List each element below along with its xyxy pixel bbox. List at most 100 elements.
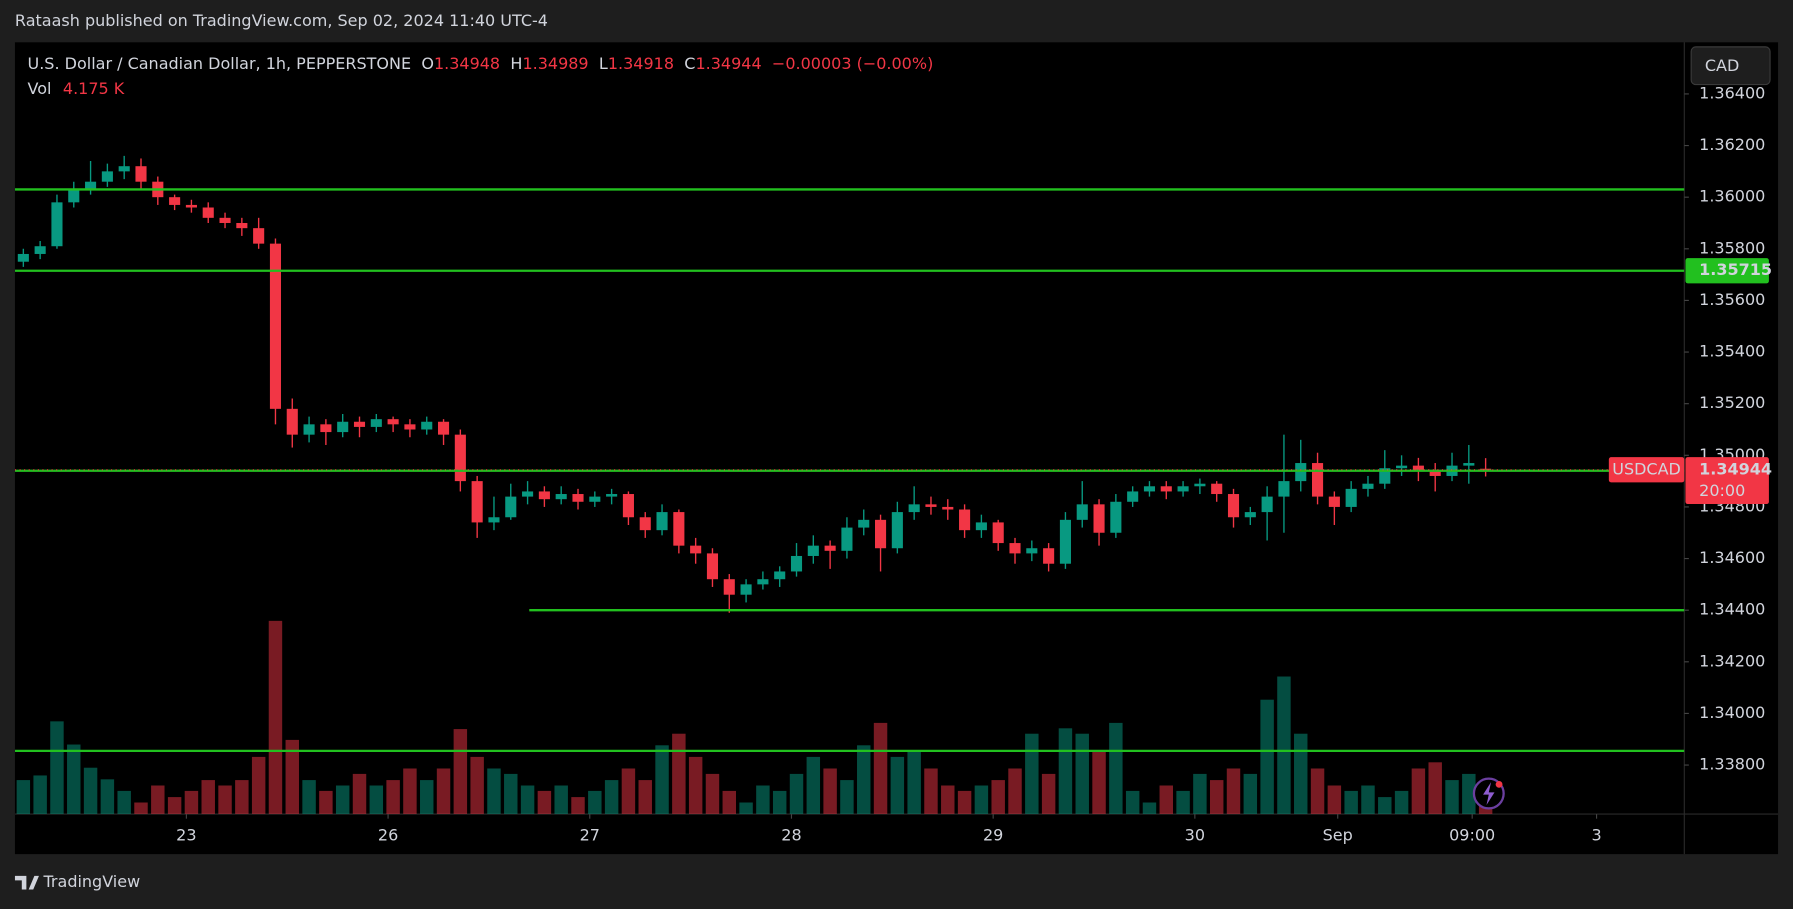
candle-body [1480, 468, 1492, 470]
candle-body [622, 494, 634, 518]
legend: U.S. Dollar / Canadian Dollar, 1h, PEPPE… [28, 54, 934, 73]
symbol-label: USDCAD [1612, 459, 1681, 478]
candle-body [1362, 483, 1374, 489]
last-price-box [1685, 457, 1769, 505]
x-tick-label: Sep [1323, 825, 1353, 844]
volume-bar [50, 721, 64, 815]
candle-body [841, 527, 853, 551]
legend-label: L [599, 54, 608, 73]
candle-body [1110, 501, 1122, 533]
candle-body [1463, 463, 1475, 466]
legend-value: 1.34948 [434, 54, 500, 73]
x-tick-label: 29 [983, 825, 1003, 844]
candle-body [1244, 512, 1256, 518]
volume-bar [772, 790, 787, 815]
candle-body [1429, 470, 1441, 476]
y-tick-label: 1.36400 [1699, 83, 1765, 102]
volume-bar [83, 767, 98, 815]
volume-bar [1193, 773, 1207, 815]
volume-bar [1125, 790, 1140, 815]
candle-body [1345, 488, 1357, 507]
candle-body [169, 197, 181, 205]
candle-body [1261, 496, 1273, 513]
volume-bar [688, 756, 703, 815]
candle-body [286, 408, 298, 435]
alert-dot [1495, 780, 1503, 788]
volume-bar [907, 751, 921, 815]
volume-bar [672, 733, 686, 815]
volume-bar [537, 790, 552, 815]
volume-bar [941, 785, 955, 815]
y-tick-label: 1.34600 [1699, 548, 1765, 567]
candle-body [1127, 491, 1139, 502]
x-tick-label: 27 [580, 825, 600, 844]
countdown-label: 20:00 [1699, 481, 1745, 500]
volume-bar [873, 722, 888, 815]
candle-body [269, 243, 282, 409]
currency-label[interactable]: CAD [1705, 56, 1739, 75]
volume-bar [957, 790, 972, 815]
volume-bar [218, 785, 232, 815]
volume-bar [1142, 802, 1157, 815]
volume-bar [201, 780, 215, 815]
legend-value: 1.34989 [522, 54, 588, 73]
volume-bar [1277, 676, 1291, 815]
volume-bar [823, 768, 837, 815]
y-tick-label: 1.35800 [1699, 238, 1765, 257]
candle-body [1194, 483, 1206, 487]
candle-body [421, 421, 433, 430]
candle-body [723, 579, 735, 595]
candle-body [1227, 494, 1240, 518]
candle-body [51, 202, 63, 247]
volume-name: Vol [28, 79, 52, 98]
volume-bar [1260, 699, 1274, 815]
candle-body [875, 519, 887, 549]
candle-body [942, 506, 954, 510]
candle-body [1412, 465, 1424, 471]
candle-body [790, 555, 803, 572]
volume-bar [1041, 773, 1056, 815]
candle-body [1278, 481, 1290, 497]
currency-button[interactable] [1690, 46, 1771, 86]
candle-body [1379, 468, 1391, 484]
volume-bar [420, 780, 434, 815]
y-tick-label: 1.36000 [1699, 187, 1765, 206]
volume-bar [504, 773, 518, 815]
candle-body [522, 491, 534, 497]
x-tick-label: 26 [378, 825, 398, 844]
candle-body [1009, 543, 1021, 554]
legend-label: H [510, 54, 522, 73]
x-tick-label: 3 [1591, 825, 1601, 844]
candle-body [1396, 465, 1408, 469]
volume-bar [739, 802, 753, 815]
volume-bar [974, 785, 989, 815]
y-tick-label: 1.33800 [1699, 755, 1765, 774]
candle-body [337, 421, 349, 433]
volume-bar [134, 802, 148, 815]
volume-bar [604, 780, 619, 815]
candle-body [1328, 496, 1340, 507]
x-tick-label: 28 [781, 825, 801, 844]
volume-bar [756, 785, 770, 815]
candle-body [135, 166, 147, 182]
volume-bar [285, 739, 299, 815]
volume-bar [386, 780, 400, 815]
volume-bar [1092, 751, 1106, 815]
volume-bar [235, 780, 249, 815]
volume-bar [1310, 768, 1325, 815]
candle-body [437, 421, 450, 435]
volume-bar [453, 729, 468, 815]
y-tick-label: 1.35400 [1699, 342, 1765, 361]
legend-change: −0.00003 (−0.00%) [772, 54, 933, 73]
y-tick-label: 1.36200 [1699, 135, 1765, 154]
volume-bar [1058, 728, 1073, 815]
volume-bar [352, 773, 367, 815]
candle-body [1093, 504, 1105, 533]
volume-bar [1294, 733, 1308, 815]
y-tick-label: 1.34000 [1699, 703, 1765, 722]
level-price-label: 1.35715 [1699, 260, 1772, 279]
logo-icon [14, 875, 39, 890]
volume-bar [1025, 733, 1039, 815]
